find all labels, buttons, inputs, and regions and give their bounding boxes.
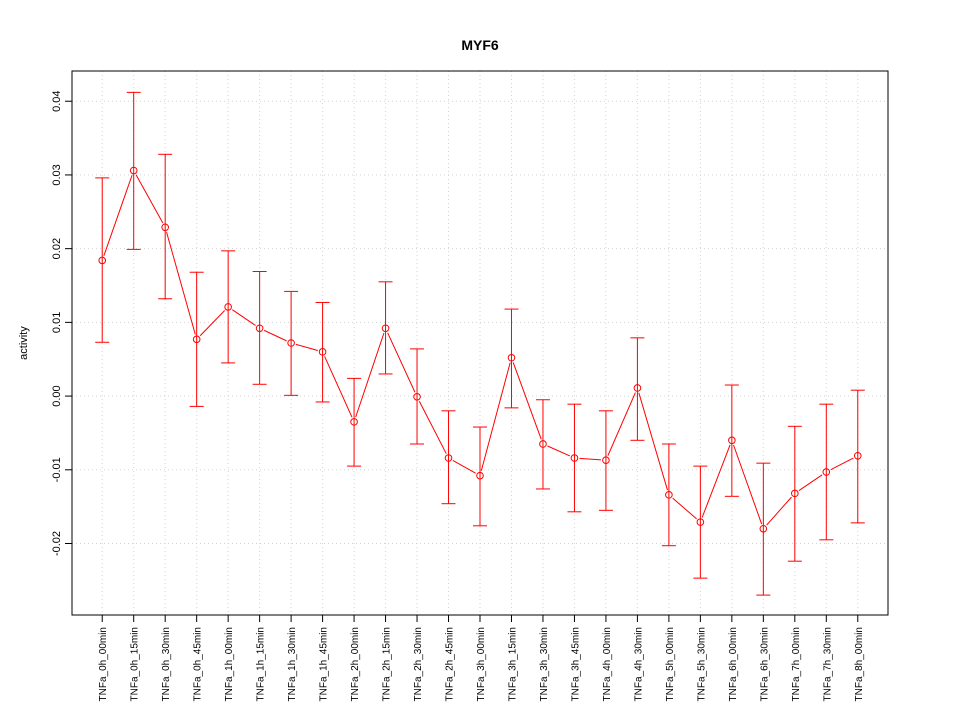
x-tick-label: TNFa_3h_00min (476, 627, 487, 701)
data-point (255, 324, 264, 333)
series-line-segment (672, 497, 697, 520)
x-tick-label: TNFa_3h_45min (570, 627, 581, 701)
series-line-segment (232, 309, 256, 326)
data-point (570, 454, 579, 462)
y-tick-label: 0.00 (51, 385, 63, 406)
series-line-segment (512, 362, 542, 440)
grid (72, 71, 888, 615)
x-tick-label: TNFa_0h_15min (130, 627, 141, 701)
series-line-segment (607, 392, 636, 456)
series-line-segment (135, 174, 164, 224)
y-tick-label: 0.04 (51, 91, 63, 112)
data-point (476, 471, 484, 480)
data-point (161, 223, 169, 232)
y-axis-label: activity (18, 326, 30, 360)
series-line-segment (638, 392, 668, 491)
y-tick-label: 0.01 (51, 312, 63, 333)
chart-title: MYF6 (461, 37, 499, 53)
x-tick-label: TNFa_3h_15min (507, 627, 518, 701)
x-tick-label: TNFa_0h_45min (193, 627, 204, 701)
data-point (853, 451, 862, 460)
x-tick-label: TNFa_2h_30min (413, 627, 424, 701)
series-line-segment (324, 356, 353, 418)
series-line-segment (452, 460, 476, 474)
x-tick-label: TNFa_2h_15min (382, 627, 393, 701)
data-point (413, 393, 421, 401)
x-tick-label: TNFa_3h_30min (539, 627, 550, 701)
series-line-segment (199, 310, 226, 337)
data-point (318, 348, 327, 356)
data-point (129, 166, 138, 175)
x-tick-label: TNFa_2h_45min (445, 627, 456, 701)
x-tick-label: TNFa_1h_45min (319, 627, 330, 701)
series-line-segment (701, 444, 731, 518)
x-tick-label: TNFa_2h_00min (350, 627, 361, 701)
series-line-segment (830, 457, 854, 471)
data-point (822, 468, 831, 476)
x-tick-label: TNFa_4h_00min (602, 627, 613, 701)
y-tick-label: -0.01 (51, 457, 63, 482)
data-point (759, 524, 768, 533)
series-line-segment (480, 362, 511, 471)
series-line-segment (166, 231, 196, 335)
y-tick-label: 0.03 (51, 164, 63, 185)
x-tick-label: TNFa_1h_30min (287, 627, 298, 701)
x-tick-label: TNFa_4h_30min (633, 627, 644, 701)
series-line-segment (547, 445, 571, 457)
data-point (444, 454, 453, 462)
series-line-segment (103, 175, 133, 256)
series-line-segment (579, 457, 601, 461)
x-tick-label: TNFa_6h_30min (759, 627, 770, 701)
series (95, 91, 865, 596)
series-line-segment (766, 496, 792, 526)
series-line-segment (733, 444, 763, 525)
x-tick-label: TNFa_1h_15min (256, 627, 267, 701)
x-axis: TNFa_0h_00min TNFa_0h_15min TNFa_0h_30min T… (98, 614, 865, 701)
y-axis: -0.02 -0.01 0.00 0.01 0.02 0.03 0.04 (51, 91, 73, 556)
data-point (633, 384, 642, 392)
x-tick-label: TNFa_6h_00min (728, 627, 739, 701)
data-point (98, 256, 107, 265)
x-tick-label: TNFa_5h_00min (665, 627, 676, 701)
data-point (287, 339, 295, 347)
x-tick-label: TNFa_8h_00min (854, 627, 865, 701)
data-point (602, 456, 610, 465)
series-line-segment (355, 332, 385, 418)
y-tick-label: -0.02 (51, 531, 63, 556)
data-point (728, 436, 736, 445)
data-point (350, 418, 358, 426)
data-point (539, 440, 547, 448)
data-point (791, 489, 799, 498)
x-tick-label: TNFa_7h_30min (822, 627, 833, 701)
series-line-segment (263, 329, 287, 342)
y-tick-label: 0.02 (51, 238, 63, 259)
data-point (665, 491, 673, 499)
x-tick-label: TNFa_0h_30min (161, 627, 172, 701)
data-point (224, 303, 232, 311)
series-line-segment (387, 332, 416, 393)
data-point (696, 518, 705, 526)
x-tick-label: TNFa_7h_00min (791, 627, 802, 701)
x-tick-label: TNFa_5h_30min (696, 627, 707, 701)
data-point (192, 335, 201, 344)
series-line-segment (418, 401, 447, 454)
x-tick-label: TNFa_1h_00min (224, 627, 235, 701)
data-point (507, 353, 516, 362)
series-line-segment (295, 343, 318, 351)
x-tick-label: TNFa_0h_00min (98, 627, 109, 701)
series-line-segment (798, 474, 823, 491)
data-point (381, 324, 390, 333)
